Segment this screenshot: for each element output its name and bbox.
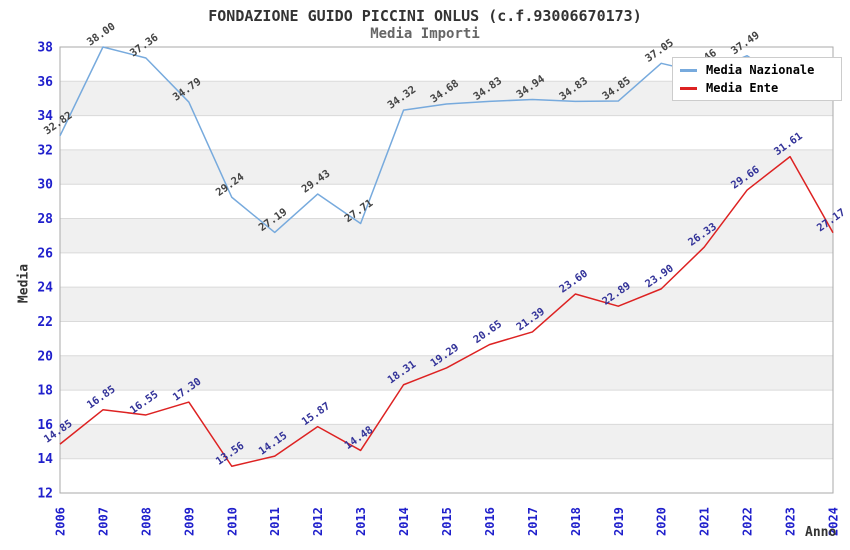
y-tick-24: 24 [37, 281, 53, 296]
x-tick-2011: 2011 [268, 507, 282, 536]
x-tick-2019: 2019 [612, 507, 626, 536]
y-tick-18: 18 [37, 384, 53, 399]
x-tick-2024: 2024 [827, 507, 841, 536]
y-tick-16: 16 [37, 418, 53, 433]
x-tick-2014: 2014 [397, 507, 411, 536]
y-tick-32: 32 [37, 143, 53, 158]
y-tick-28: 28 [37, 212, 53, 227]
y-tick-38: 38 [37, 41, 53, 56]
x-tick-2008: 2008 [139, 507, 153, 536]
x-tick-2013: 2013 [354, 507, 368, 536]
band-24 [60, 287, 833, 322]
series-line-1 [59, 155, 834, 467]
legend-item-media-nazionale: Media Nazionale [673, 64, 841, 76]
band-16 [60, 424, 833, 459]
legend-label-media-nazionale: Media Nazionale [706, 63, 815, 77]
x-tick-2015: 2015 [440, 507, 454, 536]
x-tick-2010: 2010 [225, 507, 239, 536]
x-tick-2022: 2022 [741, 507, 755, 536]
x-tick-2006: 2006 [54, 507, 68, 536]
y-tick-22: 22 [37, 315, 53, 330]
band-20 [60, 355, 833, 391]
legend-item-media-ente: Media Ente [673, 82, 841, 94]
point-label-s0-2008: 37.36 [128, 32, 161, 60]
y-tick-30: 30 [37, 178, 53, 193]
y-tick-34: 34 [37, 109, 53, 124]
x-tick-2018: 2018 [569, 507, 583, 536]
x-tick-2023: 2023 [784, 507, 798, 536]
point-label-s0-2020: 37.05 [643, 37, 676, 65]
y-tick-36: 36 [37, 75, 53, 90]
x-tick-2016: 2016 [483, 507, 497, 536]
y-tick-14: 14 [37, 452, 53, 467]
point-label-s0-2022: 37.49 [729, 29, 762, 57]
point-label-s1-2020: 23.90 [643, 262, 676, 290]
chart-title: FONDAZIONE GUIDO PICCINI ONLUS (c.f.9300… [208, 7, 642, 25]
x-tick-2012: 2012 [311, 507, 325, 536]
media-nazionale-line-swatch [680, 68, 697, 72]
x-tick-2020: 2020 [655, 507, 669, 536]
y-tick-20: 20 [37, 349, 53, 364]
x-tick-2021: 2021 [698, 507, 712, 536]
band-28 [60, 218, 833, 253]
point-label-s0-2007: 38.00 [85, 21, 118, 49]
media-ente-line-swatch [680, 86, 697, 90]
x-tick-2017: 2017 [526, 507, 540, 536]
y-tick-12: 12 [37, 487, 53, 502]
x-tick-2009: 2009 [182, 507, 196, 536]
x-tick-2007: 2007 [96, 507, 110, 536]
y-axis-title: Media [16, 263, 32, 304]
band-32 [60, 149, 833, 185]
legend-label-media-ente: Media Ente [706, 81, 779, 95]
legend: Media Nazionale Media Ente [672, 57, 842, 101]
plot-border [59, 46, 834, 494]
x-axis-title: Anno [805, 525, 837, 540]
y-tick-26: 26 [37, 246, 53, 261]
chart-subtitle: Media Importi [370, 26, 480, 42]
